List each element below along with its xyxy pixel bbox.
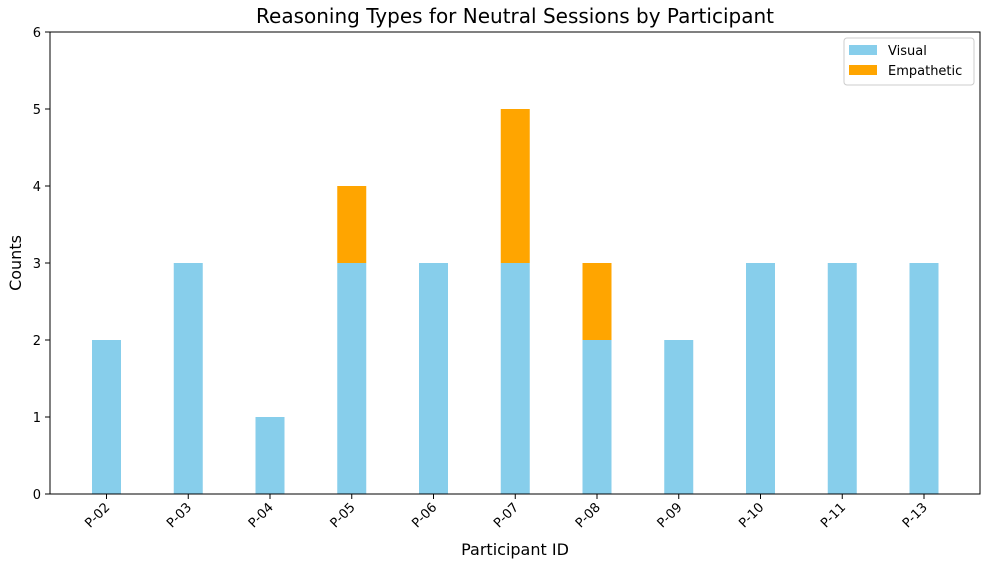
bar-visual-p-02 [92,340,121,494]
bar-visual-p-13 [909,263,939,494]
bar-visual-p-10 [746,263,775,494]
x-tick-label: P-09 [655,500,686,531]
y-tick-label: 0 [33,488,41,503]
y-axis-label: Counts [6,235,25,291]
legend-label-visual: Visual [888,44,927,59]
x-tick-label: P-13 [900,500,931,531]
plot-frame [49,31,981,495]
x-tick-label: P-08 [573,500,604,531]
x-ticks-group: P-02 P-03 P-04 P-05 P-06 P-07 P-08 P-09 P-10 P-11… [82,494,931,531]
y-tick-label: 3 [33,257,41,272]
bar-visual-p-04 [255,417,285,494]
bar-visual-p-05 [337,263,367,494]
bar-empathetic-p-07 [500,109,530,263]
x-axis-label: Participant ID [461,540,569,559]
x-tick-label: P-03 [164,500,195,531]
y-ticks-group: 0 1 2 3 4 5 6 [33,26,50,503]
legend: Visual Empathetic [843,37,975,86]
x-tick-label: P-02 [82,500,113,531]
y-tick-label: 2 [33,334,41,349]
bar-visual-p-07 [500,263,530,494]
y-tick-label: 6 [33,26,41,41]
y-tick-label: 1 [33,411,41,426]
x-tick-label: P-10 [736,500,767,531]
bar-empathetic-p-05 [337,186,367,263]
legend-swatch-visual [849,45,877,55]
bar-visual-p-08 [582,340,612,494]
bar-empathetic-p-08 [582,263,612,340]
bar-visual-p-06 [419,263,448,494]
x-tick-label: P-06 [409,500,440,531]
x-tick-label: P-04 [246,500,277,531]
chart-title: Reasoning Types for Neutral Sessions by … [256,4,774,28]
legend-label-empathetic: Empathetic [888,64,962,79]
y-tick-label: 4 [33,180,41,195]
y-tick-label: 5 [33,103,41,118]
bars-group [92,109,939,494]
x-tick-label: P-11 [818,500,849,531]
bar-visual-p-11 [827,263,857,494]
legend-swatch-empathetic [849,65,877,75]
x-tick-label: P-05 [328,500,359,531]
bar-visual-p-03 [173,263,203,494]
x-tick-label: P-07 [491,500,522,531]
bar-visual-p-09 [664,340,694,494]
